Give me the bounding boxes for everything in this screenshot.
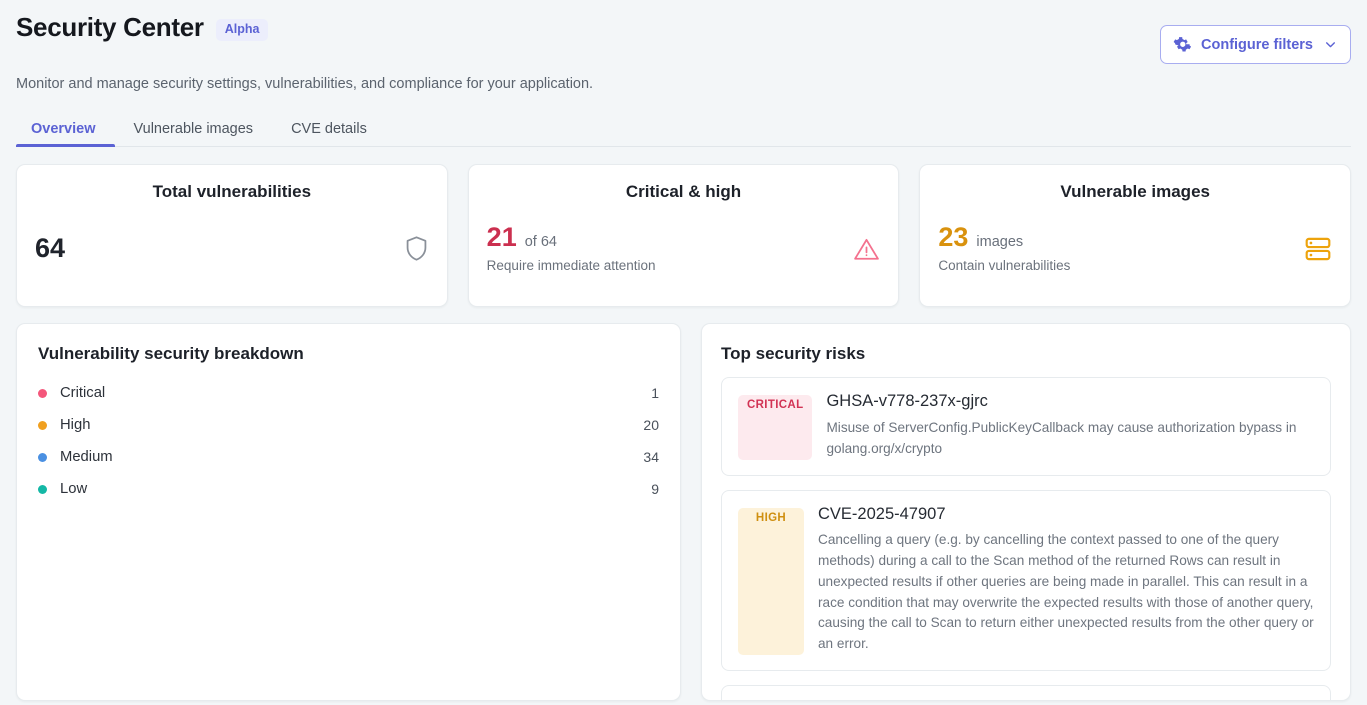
severity-list: Critical 1 High 20 Medium 34 Low 9 (38, 377, 659, 505)
stat-body: 21 of 64 Require immediate attention (487, 209, 881, 288)
page-subtitle: Monitor and manage security settings, vu… (16, 76, 594, 92)
risk-item[interactable]: HIGH CVE-2025-9086 (721, 685, 1331, 701)
page-title: Security Center (16, 12, 204, 42)
stat-card-total-vulnerabilities: Total vulnerabilities 64 (16, 164, 448, 308)
tab-overview[interactable]: Overview (16, 122, 115, 147)
page-header: Security Center Alpha Configure filters (16, 0, 1351, 64)
stat-title: Vulnerable images (1060, 182, 1210, 202)
tab-vulnerable-images[interactable]: Vulnerable images (115, 122, 273, 147)
lower-panel-row: Vulnerability security breakdown Critica… (16, 323, 1351, 702)
risk-content: CVE-2025-9086 (818, 699, 1314, 701)
stat-values: 23 images Contain vulnerabilities (938, 221, 1071, 274)
configure-filters-button[interactable]: Configure filters (1160, 25, 1351, 64)
title-group: Security Center Alpha (16, 12, 269, 43)
severity-dot-icon (38, 388, 47, 398)
stat-number-line: 21 of 64 (486, 221, 656, 252)
stat-value: 21 (486, 221, 517, 252)
status-badge: CRITICAL (738, 395, 813, 460)
status-badge: HIGH (738, 507, 804, 656)
risk-item[interactable]: CRITICAL GHSA-v778-237x-gjrc Misuse of S… (721, 377, 1331, 476)
risk-id: CVE-2025-47907 (818, 504, 946, 523)
stat-card-vulnerable-images: Vulnerable images 23 images Contain vuln… (919, 164, 1352, 308)
risk-list[interactable]: CRITICAL GHSA-v778-237x-gjrc Misuse of S… (721, 377, 1331, 701)
stat-number-line: 23 images (938, 221, 1070, 252)
risks-title: Top security risks (721, 344, 866, 364)
stat-subtext: Require immediate attention (486, 257, 656, 273)
stat-body: 23 images Contain vulnerabilities (938, 209, 1332, 288)
risk-id: GHSA-v778-237x-gjrc (826, 392, 988, 411)
severity-row-high[interactable]: High 20 (38, 409, 659, 441)
risk-content: GHSA-v778-237x-gjrc Misuse of ServerConf… (826, 391, 1314, 459)
severity-row-medium[interactable]: Medium 34 (38, 441, 659, 473)
risk-item[interactable]: HIGH CVE-2025-47907 Cancelling a query (… (721, 489, 1331, 672)
configure-filters-label: Configure filters (1201, 36, 1313, 53)
alpha-badge: Alpha (215, 19, 269, 41)
severity-row-critical[interactable]: Critical 1 (38, 377, 659, 409)
severity-dot-icon (38, 452, 47, 462)
severity-dot-icon (38, 484, 47, 494)
breakdown-title: Vulnerability security breakdown (38, 344, 304, 364)
stat-card-critical-high: Critical & high 21 of 64 Require immedia… (467, 164, 900, 308)
server-stack-icon (1304, 235, 1332, 263)
risk-id: CVE-2025-9086 (818, 699, 1314, 701)
stat-number-line: 64 (35, 235, 73, 262)
severity-label: High (60, 417, 91, 434)
chevron-down-icon (1322, 38, 1337, 51)
severity-count: 1 (651, 385, 659, 402)
stat-values: 64 (35, 235, 73, 262)
severity-count: 20 (643, 417, 659, 434)
severity-row-low[interactable]: Low 9 (38, 473, 659, 505)
stat-title: Critical & high (625, 182, 742, 202)
stat-unit: images (976, 233, 1024, 250)
stat-value: 23 (938, 221, 969, 252)
stat-values: 21 of 64 Require immediate attention (486, 221, 656, 274)
warning-triangle-icon (853, 236, 880, 262)
severity-dot-icon (38, 420, 47, 430)
stat-card-row: Total vulnerabilities 64 Critical & high (16, 164, 1352, 308)
stat-subtext: Contain vulnerabilities (938, 257, 1071, 273)
severity-label: Medium (60, 449, 113, 466)
stat-value: 64 (35, 233, 66, 264)
risk-description: Cancelling a query (e.g. by cancelling t… (818, 532, 1314, 652)
severity-count: 9 (651, 481, 659, 498)
stat-body: 64 (35, 209, 429, 288)
stat-unit: of 64 (524, 233, 557, 250)
risk-content: CVE-2025-47907 Cancelling a query (e.g. … (818, 504, 1314, 655)
severity-label: Low (60, 481, 88, 498)
severity-label: Critical (60, 385, 106, 402)
severity-count: 34 (643, 449, 659, 466)
gear-icon (1173, 35, 1192, 54)
tab-cve-details[interactable]: CVE details (272, 122, 386, 147)
risk-description: Misuse of ServerConfig.PublicKeyCallback… (826, 420, 1297, 456)
stat-title: Total vulnerabilities (152, 182, 312, 202)
tab-bar: Overview Vulnerable images CVE details (16, 114, 1351, 148)
shield-icon (404, 235, 429, 262)
vulnerability-breakdown-panel: Vulnerability security breakdown Critica… (16, 323, 681, 702)
top-security-risks-panel: Top security risks CRITICAL GHSA-v778-23… (701, 323, 1351, 702)
